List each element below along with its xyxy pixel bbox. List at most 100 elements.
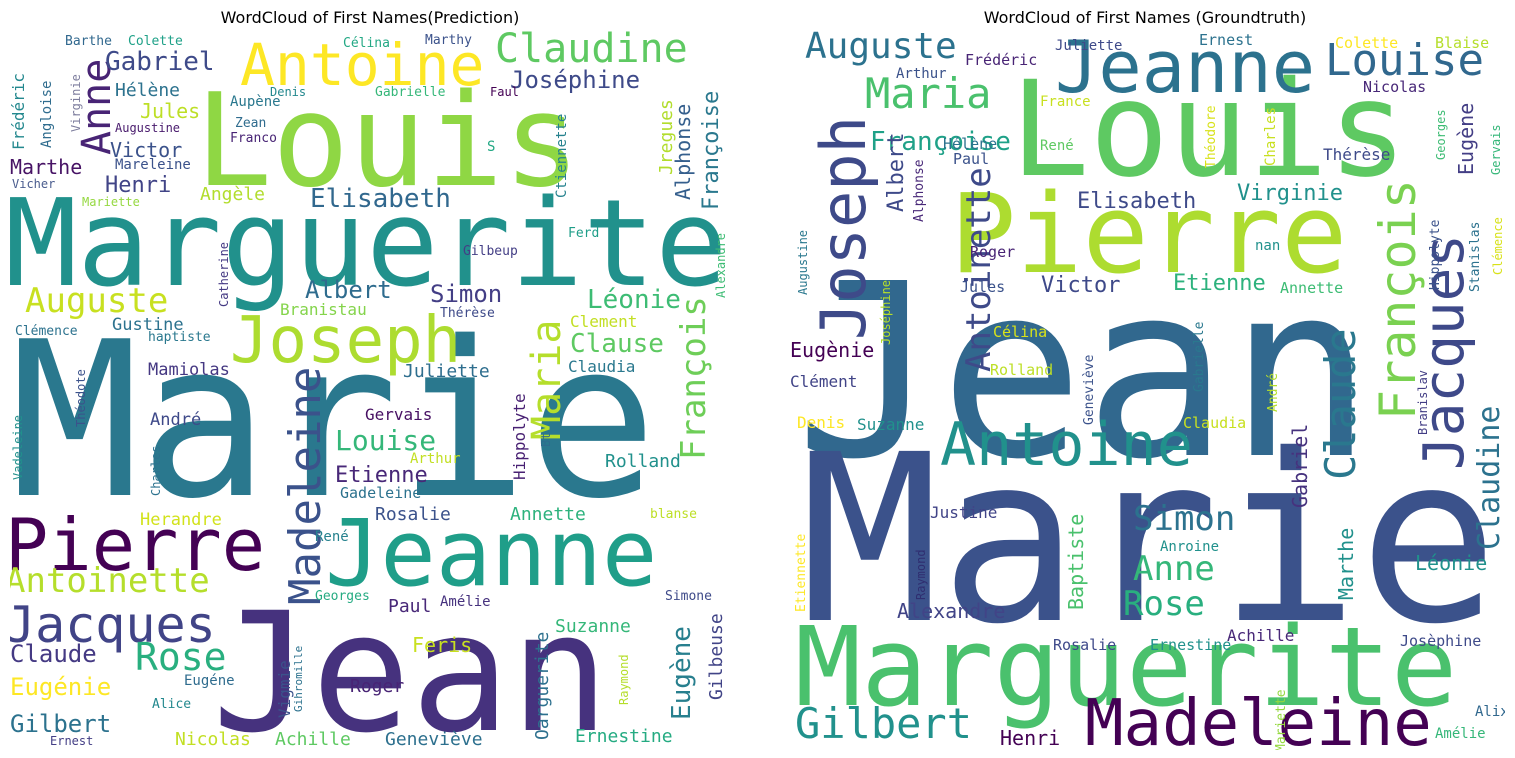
groundtruth-word-rolland: Rolland [990,361,1053,379]
prediction-word-amelie: Amélie [440,594,491,610]
prediction-word-eugenie: Eugénie [10,673,111,701]
prediction-word-hippolyte: Hippolyte [510,393,529,480]
prediction-word-maria: Maria [524,320,570,440]
prediction-word-rolland: Rolland [605,451,681,472]
groundtruth-word-joseph: Joseph [807,116,880,340]
groundtruth-word-josephine: Joséphine [879,280,893,345]
prediction-word-bt: Bt [539,433,553,447]
prediction-word-nicolas: Nicolas [175,729,251,750]
groundtruth-word-helene: Hélène [943,135,997,153]
groundtruth-word-louise: Louise [1325,35,1484,86]
groundtruth-word-blaise: Blaise [1435,34,1489,52]
prediction-word-louis: Louis [195,67,580,216]
prediction-word-mariette: Mariette [82,195,140,209]
prediction-word-ernest: Ernest [50,734,93,748]
prediction-word-s: S [487,139,495,155]
prediction-word-therese: Thérèse [440,306,495,321]
prediction-word-rose: Rose [135,635,227,679]
prediction-word-vigmie: Vigmie [275,660,294,718]
groundtruth-word-maria: Maria [865,69,991,118]
prediction-word-gilbert: Gilbert [10,710,111,738]
groundtruth-word-marthe: Marthe [1334,528,1358,600]
prediction-word-eugene: Eugène [667,626,697,720]
prediction-word-jacques: Jacques [10,596,216,654]
prediction-word-mamiolas: Mamiolas [148,360,230,380]
prediction-word-auguste: Auguste [25,281,168,321]
prediction-word-charles: Charles [149,445,163,496]
prediction-word-colette: Colette [128,34,183,49]
groundtruth-word-ernest: Ernest [1199,31,1253,49]
prediction-word-branistau: Branistau [280,300,367,319]
groundtruth-word-colette: Colette [1335,34,1398,52]
groundtruth-word-anne: Anne [1133,549,1215,589]
prediction-word-anne: Anne [74,59,120,155]
prediction-word-gilbeup: Gilbeup [463,244,518,259]
prediction-word-feris: Feris [412,633,472,657]
prediction-word-rene: René [315,529,349,545]
prediction-word-raymond: Raymond [617,654,631,705]
prediction-word-marthe: Marthe [10,155,82,179]
prediction-word-mareleine: Mareleine [115,157,191,173]
prediction-word-georges: Georges [315,589,370,604]
groundtruth-word-ernestine: Ernestine [1150,636,1231,654]
prediction-word-gustine: Gustine [112,315,184,335]
prediction-word-paul: Paul [388,596,431,617]
prediction-word-marguerite: Marguerite [10,175,727,314]
prediction-word-francoise: Françoise [699,91,724,210]
groundtruth-word-theodore: Théodore [1204,105,1219,168]
groundtruth-word-arthur: Arthur [896,66,947,82]
prediction-word-aupene: Aupène [230,94,281,110]
prediction-word-andre: André [150,410,201,430]
groundtruth-word-juliette: Juliette [1055,38,1122,54]
prediction-word-louise: Louise [335,424,436,457]
prediction-word-gabriel: Gabriel [105,47,215,77]
groundtruth-word-frederic: Frédéric [965,51,1037,69]
prediction-word-arthur: Arthur [410,451,461,467]
groundtruth-word-virginie: Virginie [1237,181,1343,206]
prediction-word-faul: Faul [490,85,519,99]
prediction-word-eugene: Eugéne [184,673,235,689]
prediction-word-blanse: blanse [650,507,697,522]
groundtruth-word-marguerite: Marguerite [795,603,1457,731]
groundtruth-word-augustine: Augustine [796,230,810,295]
groundtruth-word-rose: Rose [1123,584,1205,624]
prediction-word-madeleine: Madeleine [280,367,331,605]
prediction-word-catherine: Catherine [217,242,231,307]
groundtruth-word-branislav: Branislav [1416,370,1430,435]
groundtruth-word-suzanne: Suzanne [857,415,924,434]
prediction-word-helene: Hélène [115,80,180,101]
prediction-word-henri: Henri [105,173,171,198]
groundtruth-word-celina: Célina [993,323,1047,341]
groundtruth-word-claudia: Claudia [1183,414,1246,432]
prediction-word-suzanne: Suzanne [555,616,631,637]
groundtruth-word-stanislas: Stanislas [1468,222,1483,292]
prediction-word-etienne: Etienne [335,463,428,488]
groundtruth-word-anroine: Anroine [1160,539,1219,555]
prediction-word-clemence: Clémence [15,324,78,339]
prediction-word-claude: Claude [10,640,97,668]
groundtruth-word-rosalie: Rosalie [1053,636,1116,654]
prediction-word-rosalie: Rosalie [375,504,451,525]
prediction-word-augustine: Augustine [115,121,180,135]
prediction-word-ernestine: Ernestine [575,726,673,747]
groundtruth-word-gervais: Gervais [1489,124,1503,175]
prediction-word-antoinette: Antoinette [10,561,210,601]
groundtruth-word-gabrielle: Gabrielle [1192,321,1207,392]
groundtruth-word-gabriel: Gabriel [1288,424,1312,508]
groundtruth-word-antoine: Antoine [940,410,1193,480]
groundtruth-word-nan: nan [1255,238,1280,254]
groundtruth-word-albert: Albert [884,133,909,212]
groundtruth-word-georges: Georges [1434,109,1448,160]
prediction-word-annette: Annette [510,504,586,525]
prediction-word-angloise: Angloise [39,81,55,148]
prediction-word-ferd: Ferd [568,226,599,241]
prediction-chart-title: WordCloud of First Names(Prediction) [220,8,520,27]
prediction-word-elisabeth: Elisabeth [310,184,451,214]
groundtruth-word-raymond: Raymond [914,549,928,600]
groundtruth-word-jeanne: Jeanne [1055,30,1315,109]
prediction-word-gihromille: Gihromille [292,646,305,712]
prediction-word-alphonse: Alphonse [671,104,695,200]
prediction-word-victor: Victor [110,138,182,162]
prediction-word-antoine: Antoine [240,31,484,99]
